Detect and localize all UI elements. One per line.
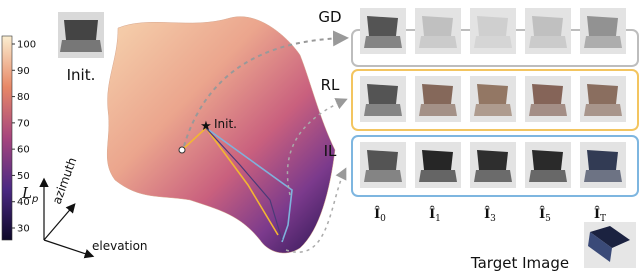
colorbar-tick-label: 70 [17,118,30,129]
column-symbol: Î [539,206,545,222]
row-label: IL [324,142,337,160]
tile-laptop-base [584,36,622,48]
column-symbol: Î [594,206,600,222]
tile-laptop-base [419,170,457,182]
tile-laptop-screen [587,84,618,104]
tile-laptop-base [364,36,402,48]
colorbar-tick-label: 60 [17,145,30,156]
column-labels: Î0 Î1 Î3 Î5 ÎT [374,206,606,224]
tile-laptop-screen [422,16,453,36]
init-thumbnail [58,12,104,58]
tile-laptop-screen [367,16,398,36]
rows: GD RL IL [318,8,639,197]
colorbar-tick-label: 40 [17,197,30,208]
axis-elevation [43,239,95,259]
link-gd [183,30,349,147]
star: ★ [200,119,212,134]
tile-laptop-base [474,170,512,182]
column-subscript: 3 [490,214,496,224]
tile-laptop-screen [477,16,508,36]
start-point [178,146,186,154]
column-label: Î1 [429,206,441,224]
column-label: Î3 [484,206,496,224]
row-label: GD [318,8,341,26]
loss-axis-label: Lp [21,184,38,205]
tile-laptop-screen [477,84,508,104]
colorbar-tick-label: 30 [17,224,30,235]
tile-laptop-screen [422,150,453,170]
tile-laptop-screen [477,150,508,170]
colorbar-tick-label: 100 [17,40,36,51]
column-subscript: 1 [435,214,441,224]
tile-laptop-base [474,36,512,48]
tile-laptop-screen [587,150,618,170]
row-box [351,135,639,197]
column-label: Î0 [374,206,386,224]
tile-laptop-base [419,104,457,116]
tile-laptop-base [364,170,402,182]
colorbar-tick-label: 50 [17,171,30,182]
rl-trajectory [181,126,279,236]
tile-laptop-screen [367,150,398,170]
link-il [285,167,347,253]
link-rl [286,98,348,196]
column-subscript: 0 [380,214,386,224]
column-symbol: Î [374,206,380,222]
elevation-label: elevation [92,239,148,253]
row-box [351,69,639,131]
tile-laptop-base [474,104,512,116]
loss-surface [106,16,336,254]
tile-laptop-screen [367,84,398,104]
azimuth-label: azimuth [50,156,80,206]
tile-laptop-screen [532,16,563,36]
colorbar-ticks: 30 40 50 60 70 80 90 100 [12,40,36,235]
tile-laptop-base [364,104,402,116]
start-label: Init. [214,117,237,131]
tile-laptop-base [584,170,622,182]
tile-laptop-base [529,104,567,116]
column-subscript: T [600,214,606,224]
column-symbol: Î [484,206,490,222]
tile-laptop-screen [422,84,453,104]
colorbar-tick-label: 90 [17,66,30,77]
tile-laptop-screen [532,84,563,104]
target-label: Target Image [470,254,569,272]
colorbar [1,35,13,241]
gd-trajectory [205,127,283,241]
row-label: RL [321,76,340,94]
il-trajectory [205,127,293,243]
column-label: ÎT [594,206,606,224]
axis-azimuth [43,203,76,241]
column-symbol: Î [429,206,435,222]
tile-laptop-base [529,170,567,182]
tile-laptop-screen [587,16,618,36]
target-image [584,222,636,268]
column-subscript: 5 [545,214,551,224]
tile-laptop-base [419,36,457,48]
tile-laptop-screen [532,150,563,170]
column-label: Î5 [539,206,551,224]
tile-laptop-base [529,36,567,48]
tile-laptop-base [584,104,622,116]
colorbar-tick-label: 80 [17,92,30,103]
init-label: Init. [67,66,96,84]
